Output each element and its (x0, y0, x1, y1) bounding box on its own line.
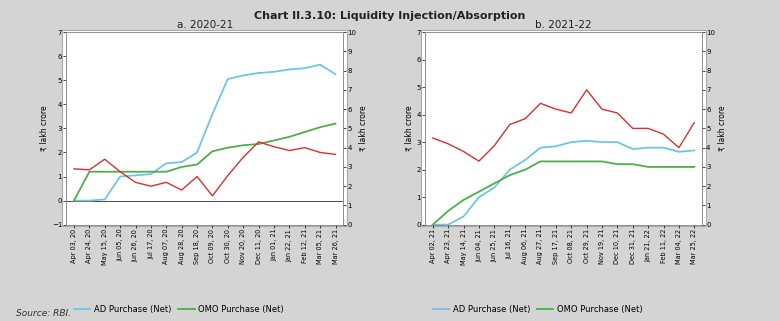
Title: a. 2020-21: a. 2020-21 (176, 20, 233, 30)
Title: b. 2021-22: b. 2021-22 (535, 20, 592, 30)
Y-axis label: ₹ lakh crore: ₹ lakh crore (718, 106, 727, 151)
Y-axis label: ₹ lakh crore: ₹ lakh crore (40, 106, 49, 151)
Text: Chart II.3.10: Liquidity Injection/Absorption: Chart II.3.10: Liquidity Injection/Absor… (254, 11, 526, 21)
Text: Source: RBI.: Source: RBI. (16, 309, 71, 318)
Y-axis label: ₹ lakh crore: ₹ lakh crore (405, 106, 413, 151)
Y-axis label: ₹ lakh crore: ₹ lakh crore (359, 106, 368, 151)
